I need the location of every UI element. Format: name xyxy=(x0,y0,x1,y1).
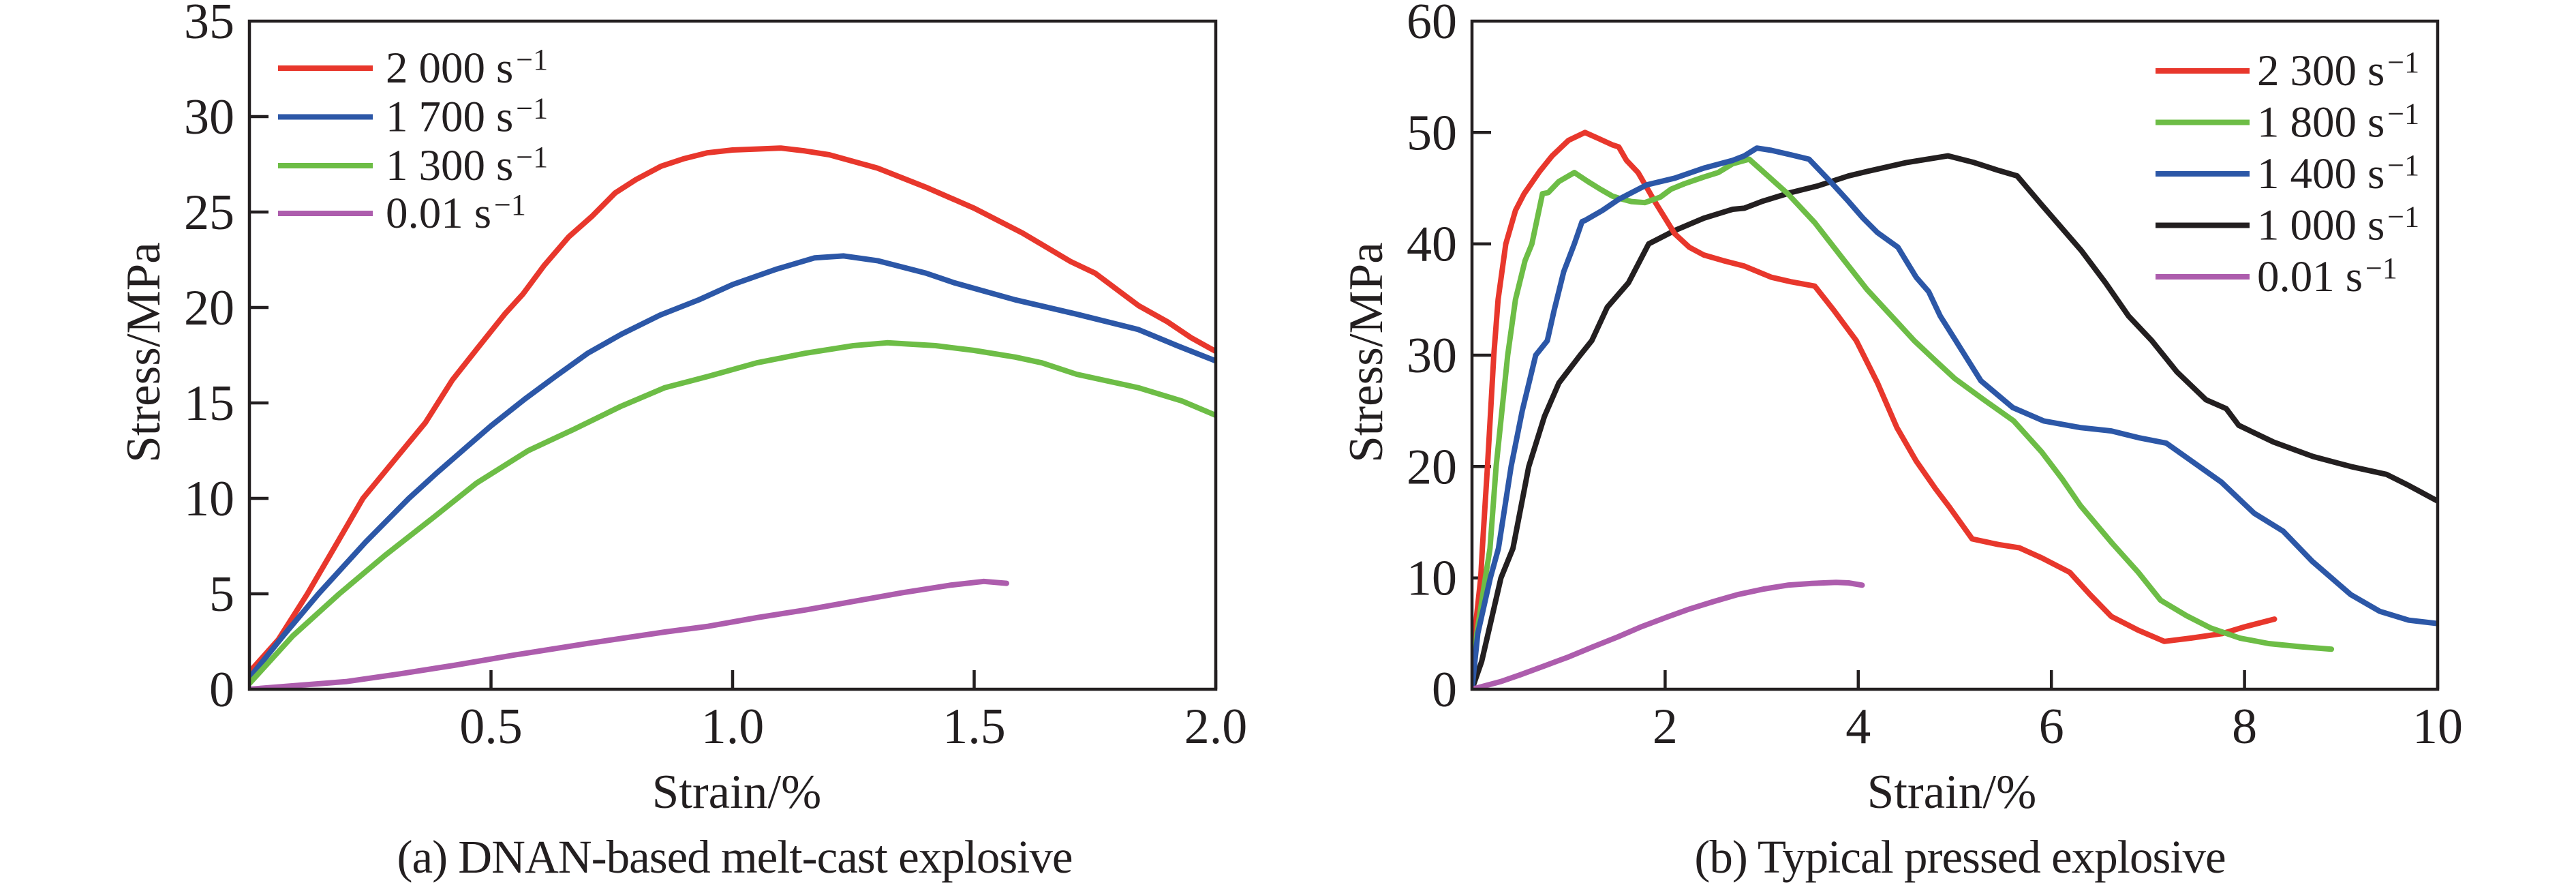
svg-text:2: 2 xyxy=(1653,699,1678,755)
svg-text:5: 5 xyxy=(209,567,234,622)
svg-text:1.5: 1.5 xyxy=(942,699,1006,755)
svg-text:0.5: 0.5 xyxy=(459,699,523,755)
svg-text:30: 30 xyxy=(184,89,234,145)
svg-text:0: 0 xyxy=(1432,662,1457,718)
svg-text:15: 15 xyxy=(184,376,234,432)
svg-text:30: 30 xyxy=(1407,328,1457,384)
svg-text:35: 35 xyxy=(184,0,234,50)
svg-text:50: 50 xyxy=(1407,105,1457,161)
svg-text:4: 4 xyxy=(1845,699,1871,755)
svg-text:Strain/%: Strain/% xyxy=(652,766,821,819)
svg-text:20: 20 xyxy=(184,280,234,336)
svg-text:25: 25 xyxy=(184,185,234,241)
svg-text:0: 0 xyxy=(209,662,234,718)
svg-text:Strain/%: Strain/% xyxy=(1867,766,2036,819)
svg-text:(b) Typical pressed explosive: (b) Typical pressed explosive xyxy=(1694,831,2225,883)
svg-text:Stress/MPa: Stress/MPa xyxy=(117,242,170,463)
svg-text:10: 10 xyxy=(184,471,234,527)
svg-text:8: 8 xyxy=(2232,699,2257,755)
svg-text:40: 40 xyxy=(1407,217,1457,273)
svg-text:1.0: 1.0 xyxy=(701,699,765,755)
svg-text:2.0: 2.0 xyxy=(1184,699,1248,755)
svg-text:10: 10 xyxy=(2412,699,2463,755)
svg-text:Stress/MPa: Stress/MPa xyxy=(1340,242,1393,463)
svg-text:6: 6 xyxy=(2039,699,2064,755)
svg-text:60: 60 xyxy=(1407,0,1457,50)
svg-text:20: 20 xyxy=(1407,439,1457,495)
svg-text:(a) DNAN-based melt-cast explo: (a) DNAN-based melt-cast explosive xyxy=(397,831,1072,883)
svg-text:10: 10 xyxy=(1407,551,1457,607)
